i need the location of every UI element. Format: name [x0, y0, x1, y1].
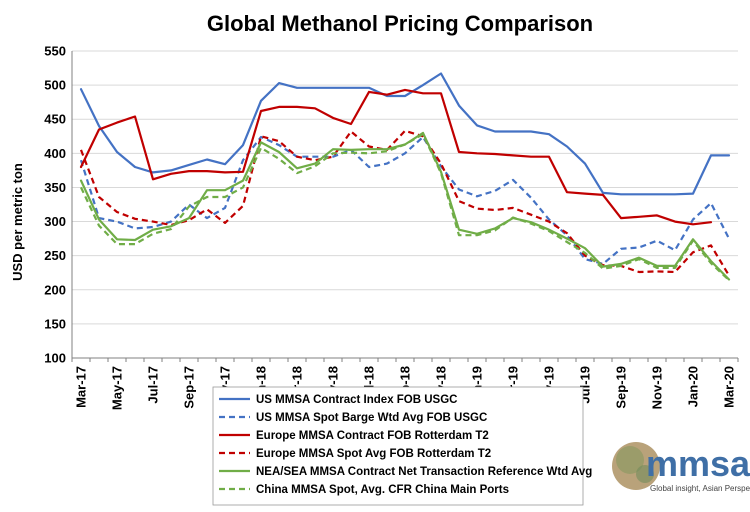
x-tick-label: Nov-19: [650, 366, 665, 409]
y-tick-label: 100: [44, 351, 66, 366]
y-tick-label: 500: [44, 78, 66, 93]
plot-area: 100 150 200 250 300 350 400 450 500 550 Mar-17 May-…: [44, 44, 739, 410]
y-tick-label: 300: [44, 214, 66, 229]
logo-wordmark: mmsa: [646, 443, 750, 484]
series-line-6: [80, 133, 730, 281]
y-tick-label: 350: [44, 180, 66, 195]
x-tick-label: May-17: [110, 366, 125, 410]
y-tick-label: 150: [44, 316, 66, 331]
x-tick-label: Jan-20: [686, 366, 701, 407]
legend-label: US MMSA Spot Barge Wtd Avg FOB USGC: [256, 412, 487, 424]
x-tick-label: Mar-20: [722, 366, 737, 408]
legend-label: China MMSA Spot, Avg. CFR China Main Por…: [256, 484, 509, 496]
x-tick-label: Jul-17: [146, 366, 161, 404]
legend-label: US MMSA Contract Index FOB USGC: [256, 394, 457, 406]
x-tick-label: Sep-19: [614, 366, 629, 409]
y-axis-label: USD per metric ton: [10, 163, 25, 281]
logo-tagline: Global insight, Asian Perspective™: [650, 484, 750, 493]
legend: US MMSA Contract Index FOB USGC US MMSA S…: [219, 394, 592, 496]
legend-label: NEA/SEA MMSA Contract Net Transaction Re…: [256, 466, 592, 478]
legend-label: Europe MMSA Contract FOB Rotterdam T2: [256, 430, 489, 442]
legend-label: Europe MMSA Spot Avg FOB Rotterdam T2: [256, 448, 491, 460]
y-tick-label: 450: [44, 112, 66, 127]
series-line-3: [79, 88, 713, 226]
y-tick-label: 550: [44, 44, 66, 59]
series-line-1: [79, 72, 731, 196]
legend-box: [212, 386, 584, 506]
y-tick-label: 200: [44, 282, 66, 297]
chart-title: Global Methanol Pricing Comparison: [207, 11, 593, 36]
x-tick-label: Mar-17: [74, 366, 89, 408]
y-tick-label: 400: [44, 146, 66, 161]
series-line-2: [79, 135, 730, 265]
x-tick-label: Sep-17: [182, 366, 197, 409]
mmsa-logo: mmsa Global insight, Asian Perspective™: [612, 442, 750, 493]
y-tick-label: 250: [44, 248, 66, 263]
